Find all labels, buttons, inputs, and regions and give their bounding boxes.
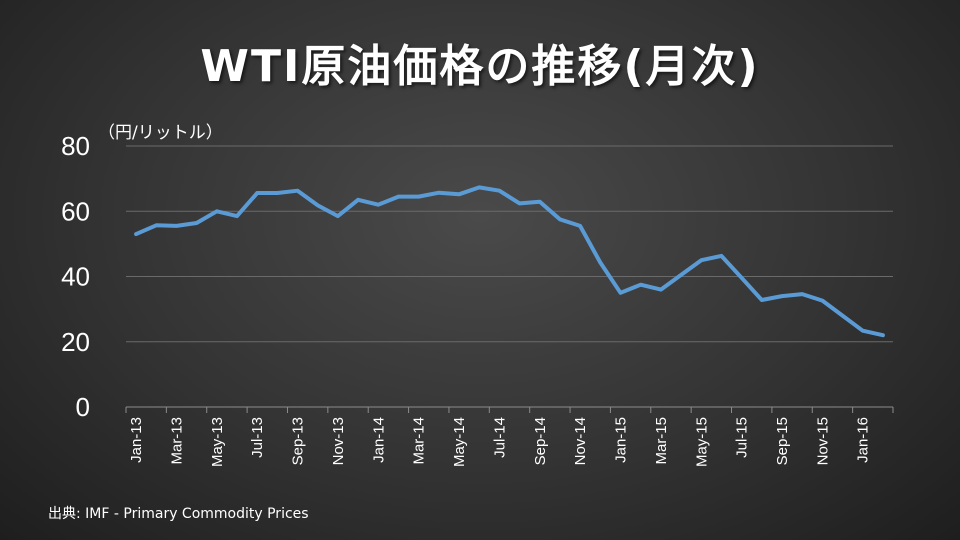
data-point-Jun-15	[719, 254, 723, 258]
data-point-Jan-15	[619, 291, 623, 295]
data-point-Feb-16	[881, 333, 885, 337]
data-point-Sep-15	[780, 294, 784, 298]
data-point-May-14	[457, 192, 461, 196]
data-point-Dec-15	[841, 314, 845, 318]
data-point-Jul-14	[497, 189, 501, 193]
data-point-Jul-15	[740, 276, 744, 280]
chart-title: WTI原油価格の推移(月次)	[200, 41, 760, 92]
data-point-Feb-13	[154, 223, 158, 227]
data-point-Jul-13	[255, 191, 259, 195]
data-point-Jun-13	[235, 214, 239, 218]
data-point-Nov-13	[336, 214, 340, 218]
data-point-Mar-13	[174, 224, 178, 228]
data-point-Dec-14	[598, 260, 602, 264]
y-tick-label-40: 40	[61, 262, 90, 292]
data-point-Apr-14	[437, 191, 441, 195]
data-point-Jan-14	[376, 203, 380, 207]
y-axis-unit-label: （円/リットル）	[98, 123, 223, 143]
y-tick-label-80: 80	[61, 131, 90, 161]
x-tick-label: Nov-15	[814, 417, 831, 465]
x-tick-label: Mar-15	[653, 417, 670, 465]
data-point-May-15	[699, 258, 703, 262]
data-point-Nov-14	[578, 224, 582, 228]
y-tick-label-0: 0	[76, 392, 90, 422]
x-tick-label: Nov-13	[330, 417, 347, 465]
data-point-Feb-15	[639, 283, 643, 287]
x-tick-label: Mar-13	[168, 417, 185, 465]
x-tick-label: Jul-15	[734, 417, 751, 458]
data-point-May-13	[215, 209, 219, 213]
x-tick-label: Sep-15	[774, 417, 791, 465]
x-tick-label: Mar-14	[411, 417, 428, 465]
source-note: 出典: IMF - Primary Commodity Prices	[48, 506, 309, 522]
x-tick-label: Jan-13	[128, 417, 145, 463]
data-point-Sep-13	[296, 189, 300, 193]
data-point-Aug-15	[760, 298, 764, 302]
x-tick-label: May-13	[209, 417, 226, 467]
data-point-Jun-14	[477, 185, 481, 189]
x-tick-label: Jan-15	[613, 417, 630, 463]
data-point-Feb-14	[396, 195, 400, 199]
data-point-Aug-14	[518, 201, 522, 205]
data-point-Apr-15	[679, 273, 683, 277]
x-tick-label: May-15	[693, 417, 710, 467]
data-point-Apr-13	[195, 221, 199, 225]
y-tick-label-20: 20	[61, 327, 90, 357]
data-point-Mar-15	[659, 288, 663, 292]
data-point-Sep-14	[538, 200, 542, 204]
x-tick-label: Sep-13	[290, 417, 307, 465]
data-point-Oct-15	[800, 292, 804, 296]
x-tick-label: Jul-14	[491, 417, 508, 458]
y-tick-label-60: 60	[61, 196, 90, 226]
x-tick-label: Jul-13	[249, 417, 266, 458]
data-point-Jan-13	[134, 232, 138, 236]
data-point-Nov-15	[820, 299, 824, 303]
price-line	[134, 185, 885, 338]
data-point-Dec-13	[356, 198, 360, 202]
x-tick-label: Jan-16	[855, 417, 872, 463]
data-point-Oct-14	[558, 217, 562, 221]
x-tick-label: May-14	[451, 417, 468, 467]
data-point-Mar-14	[417, 195, 421, 199]
x-tick-label: Sep-14	[532, 417, 549, 465]
data-point-Jan-16	[861, 329, 865, 333]
data-point-Aug-13	[275, 191, 279, 195]
x-tick-label: Jan-14	[370, 417, 387, 463]
x-tick-label: Nov-14	[572, 417, 589, 465]
data-point-Oct-13	[316, 203, 320, 207]
